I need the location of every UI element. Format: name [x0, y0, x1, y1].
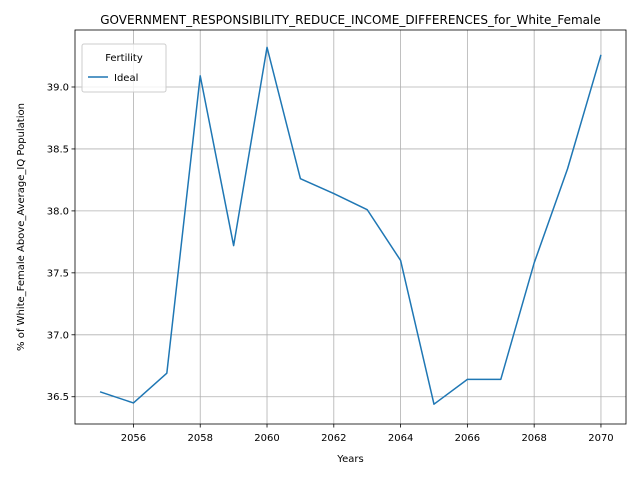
x-tick-label: 2056 [121, 433, 146, 444]
y-axis-label: % of White_Female Above_Average_IQ Popul… [16, 103, 27, 351]
x-tick-label: 2068 [521, 433, 546, 444]
y-tick-label: 37.5 [47, 268, 69, 279]
data-point [99, 391, 101, 393]
legend-title: Fertility [105, 53, 143, 64]
x-tick-label: 2062 [321, 433, 346, 444]
x-tick-label: 2060 [254, 433, 279, 444]
x-tick-label: 2058 [188, 433, 213, 444]
data-point [400, 260, 402, 262]
data-point [533, 262, 535, 264]
data-point [133, 402, 135, 404]
data-point [233, 245, 235, 247]
data-point [567, 168, 569, 170]
legend-box [82, 44, 166, 92]
x-tick-label: 2066 [455, 433, 480, 444]
data-point [166, 372, 168, 374]
x-axis-label: Years [336, 454, 363, 465]
chart-title: GOVERNMENT_RESPONSIBILITY_REDUCE_INCOME_… [100, 13, 601, 27]
y-tick-label: 37.0 [47, 330, 69, 341]
data-point [600, 54, 602, 56]
data-point [300, 178, 302, 180]
data-point [266, 47, 268, 49]
x-tick-label: 2064 [388, 433, 413, 444]
x-tick-label: 2070 [588, 433, 613, 444]
data-point [366, 209, 368, 211]
y-tick-label: 39.0 [47, 82, 69, 93]
legend: Fertility Ideal [82, 44, 166, 92]
data-point [433, 403, 435, 405]
y-tick-label: 38.0 [47, 206, 69, 217]
legend-label: Ideal [114, 73, 138, 84]
data-point [199, 75, 201, 77]
data-point [467, 379, 469, 381]
y-tick-label: 36.5 [47, 392, 69, 403]
data-point [333, 193, 335, 195]
data-point [500, 379, 502, 381]
y-tick-label: 38.5 [47, 144, 69, 155]
